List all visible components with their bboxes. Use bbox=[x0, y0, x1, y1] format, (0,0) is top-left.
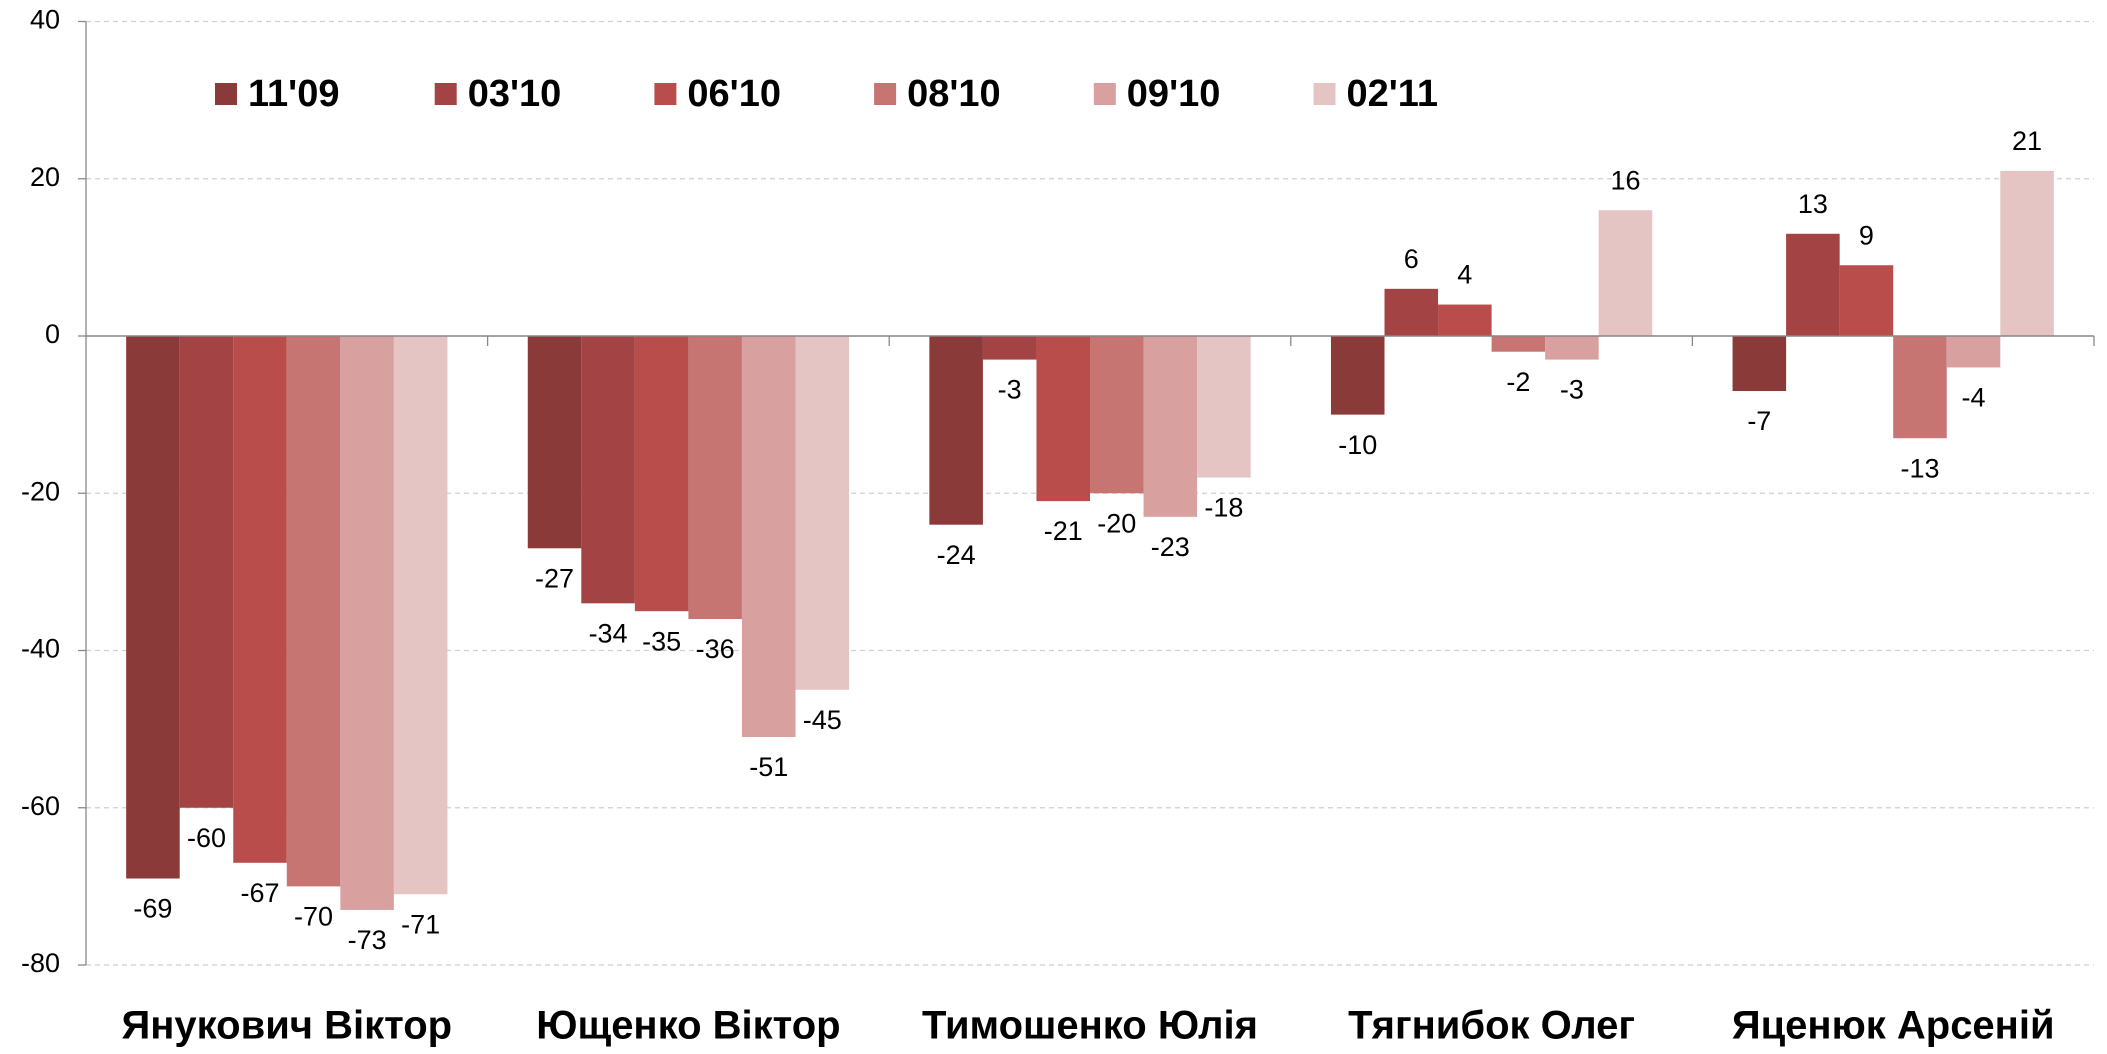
data-label: -67 bbox=[241, 878, 280, 908]
data-label: -18 bbox=[1204, 493, 1243, 523]
bar bbox=[1036, 336, 1090, 502]
legend-label: 02'11 bbox=[1347, 73, 1438, 115]
data-label: -70 bbox=[294, 902, 333, 932]
data-label: -3 bbox=[998, 375, 1022, 405]
bar bbox=[340, 336, 394, 910]
bar bbox=[929, 336, 983, 525]
bar bbox=[741, 336, 796, 737]
bar bbox=[1330, 336, 1385, 415]
legend-marker bbox=[1313, 83, 1336, 105]
data-label: -13 bbox=[1900, 453, 1939, 483]
bar bbox=[1786, 233, 1840, 336]
data-label: 9 bbox=[1859, 220, 1874, 250]
bar bbox=[1197, 336, 1251, 478]
bar bbox=[1598, 210, 1653, 336]
legend-label: 11'09 bbox=[248, 73, 339, 115]
bar bbox=[982, 336, 1037, 360]
data-label: -21 bbox=[1044, 516, 1083, 546]
legend-marker bbox=[874, 83, 897, 105]
bar bbox=[581, 336, 635, 604]
bar bbox=[1839, 265, 1894, 336]
data-label: -36 bbox=[696, 634, 735, 664]
data-label: -10 bbox=[1338, 430, 1377, 460]
bar bbox=[795, 336, 850, 690]
y-tick-label: -20 bbox=[21, 476, 60, 506]
data-label: -60 bbox=[187, 823, 226, 853]
data-label: -7 bbox=[1747, 406, 1771, 436]
legend-label: 06'10 bbox=[687, 73, 781, 115]
y-tick-label: -40 bbox=[21, 634, 60, 664]
y-tick-label: -60 bbox=[21, 791, 60, 821]
x-tick-label: Янукович Віктор bbox=[122, 1004, 453, 1048]
x-tick-label: Яценюк Арсеній bbox=[1732, 1004, 2055, 1048]
x-tick-label: Тягнибок Олег bbox=[1348, 1004, 1635, 1048]
data-label: 13 bbox=[1798, 189, 1828, 219]
bar bbox=[1893, 336, 1947, 439]
data-label: 21 bbox=[2012, 126, 2042, 156]
bar bbox=[126, 336, 180, 879]
bar bbox=[179, 336, 234, 808]
data-label: -69 bbox=[133, 894, 172, 924]
legend-marker bbox=[215, 83, 237, 105]
legend-label: 03'10 bbox=[468, 73, 562, 115]
bar bbox=[286, 336, 341, 887]
data-label: -34 bbox=[589, 618, 628, 648]
bar bbox=[1946, 336, 2001, 368]
data-label: -51 bbox=[749, 752, 788, 782]
bar bbox=[1732, 336, 1787, 392]
data-label: -45 bbox=[803, 705, 842, 735]
bar bbox=[2000, 170, 2054, 336]
data-label: 4 bbox=[1457, 260, 1472, 290]
y-tick-label: -80 bbox=[21, 948, 60, 978]
legend-label: 08'10 bbox=[907, 73, 1001, 115]
bar bbox=[1143, 336, 1198, 517]
data-label: -23 bbox=[1151, 532, 1190, 562]
bar bbox=[634, 336, 689, 612]
legend-label: 09'10 bbox=[1127, 73, 1221, 115]
data-label: -27 bbox=[535, 563, 574, 593]
bar bbox=[1545, 336, 1599, 360]
bar bbox=[233, 336, 287, 863]
data-label: -24 bbox=[937, 540, 976, 570]
legend-marker bbox=[434, 83, 457, 105]
data-label: 6 bbox=[1404, 244, 1419, 274]
y-tick-label: 20 bbox=[30, 162, 60, 192]
bar bbox=[1438, 304, 1492, 336]
bar bbox=[527, 336, 582, 549]
data-label: -73 bbox=[348, 925, 387, 955]
data-label: -35 bbox=[642, 626, 681, 656]
y-tick-label: 0 bbox=[45, 319, 60, 349]
x-tick-label: Тимошенко Юлія bbox=[922, 1004, 1258, 1048]
bar bbox=[1384, 288, 1439, 336]
legend-marker bbox=[654, 83, 677, 105]
legend-marker bbox=[1093, 83, 1116, 105]
data-label: 16 bbox=[1610, 165, 1640, 195]
bar bbox=[1491, 336, 1546, 352]
bar bbox=[393, 336, 448, 895]
y-tick-label: 40 bbox=[30, 5, 60, 35]
data-label: -4 bbox=[1962, 383, 1986, 413]
bar bbox=[688, 336, 742, 620]
x-tick-label: Ющенко Віктор bbox=[536, 1004, 840, 1048]
data-label: -20 bbox=[1097, 508, 1136, 538]
data-label: -71 bbox=[401, 909, 440, 939]
data-label: -2 bbox=[1506, 367, 1530, 397]
bar bbox=[1090, 336, 1144, 494]
data-label: -3 bbox=[1560, 375, 1584, 405]
